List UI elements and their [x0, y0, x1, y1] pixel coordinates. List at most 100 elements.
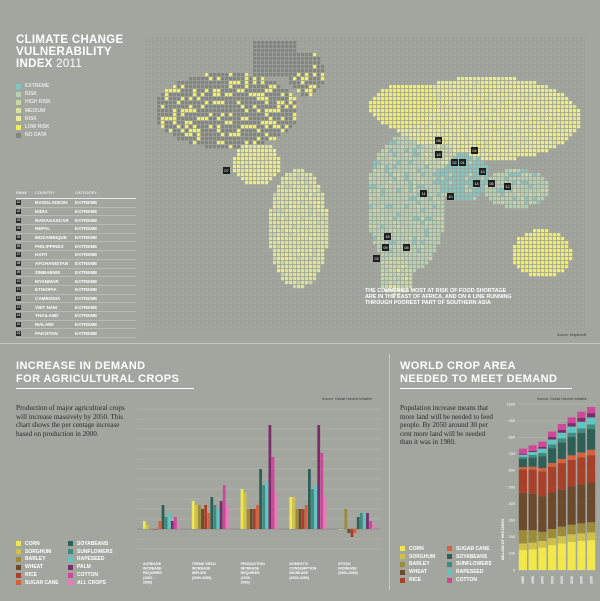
rank-category: EXTREME [75, 304, 98, 310]
crop-label: RICE [25, 572, 37, 579]
demand-legend: CORN SORGHUM BARLEY WHEAT RICE SUGAR CANE SOY… [16, 540, 126, 587]
crop-swatch [68, 564, 73, 570]
crop-swatch [447, 546, 452, 552]
column-divider [389, 354, 390, 590]
demand-bar [268, 425, 272, 529]
risk-legend-item: RISK [16, 115, 51, 123]
crop-label: BARLEY [25, 556, 46, 563]
area-x-label: 2030 [570, 576, 574, 584]
demand-body: Production of major agricultural crops w… [16, 404, 125, 438]
map-marker: 07 [223, 167, 230, 174]
demand-bar [344, 509, 348, 529]
area-y-tick: 0 [513, 568, 515, 572]
area-bar-segment [538, 547, 547, 570]
area-bar-segment [577, 540, 586, 570]
demand-category-label: TREND YIELD INCREASE IMPLIED (2000-2050) [192, 562, 216, 580]
rank-category: EXTREME [75, 321, 98, 327]
area-bar-segment [518, 543, 527, 551]
map-marker-label: 15 [385, 235, 389, 239]
risk-swatch [16, 99, 21, 105]
demand-category-label: ACREAGE INCREASE REQUIRED (2000 -2050) [143, 562, 162, 584]
rank-country: MYANMAR [35, 278, 59, 284]
rank-number: 13 [16, 304, 21, 310]
demand-bar [317, 425, 321, 529]
map-marker-label: 13 [480, 170, 484, 174]
area-bar-segment [567, 455, 576, 460]
area-y-tick: 900 [509, 419, 515, 423]
crop-swatch [447, 561, 452, 567]
area-x-label: 2000 [541, 576, 545, 584]
crop-legend-item: SORGHUM [400, 553, 447, 561]
demand-bar [161, 505, 165, 529]
area-bar-segment [528, 469, 537, 494]
rank-category: EXTREME [75, 330, 98, 336]
area-bar-segment [518, 458, 527, 468]
crop-label: CORN [409, 545, 424, 552]
area-bar-segment [567, 534, 576, 542]
crop-label: RICE [409, 577, 421, 584]
demand-title: INCREASE IN DEMAND FOR AGRICULTURAL CROP… [16, 360, 194, 389]
map-marker: 08 [435, 137, 442, 144]
demand-bar [210, 497, 214, 529]
demand-legend-col2: SOYABEANS SUNFLOWERS RAPESEED PALM COTTON ALL… [68, 540, 113, 587]
rank-row: 14 THAILAND EXTREME [16, 312, 136, 321]
area-bar-segment [567, 417, 576, 424]
demand-bar [191, 501, 195, 529]
rank-number: 14 [16, 313, 21, 319]
map-marker-label: 06 [489, 182, 493, 186]
demand-bar [174, 517, 177, 529]
map-marker: 03 [373, 255, 380, 262]
area-bar-segment [557, 536, 566, 544]
rank-category: EXTREME [75, 313, 98, 319]
demand-bar [363, 513, 366, 529]
crop-label: BARLEY [409, 561, 430, 568]
area-bar-segment [587, 429, 596, 450]
area-bar-segment [587, 540, 596, 570]
crop-legend-item: SOYABEANS [68, 540, 113, 548]
area-bar-segment [528, 450, 537, 452]
rank-country: NEPAL [35, 226, 51, 232]
crop-label: WHEAT [409, 569, 427, 576]
demand-bar [301, 509, 305, 529]
area-x-label: 1990 [531, 576, 535, 584]
area-bar-segment [548, 492, 557, 529]
demand-bar [219, 501, 223, 529]
map-marker-label: 01 [460, 161, 464, 165]
area-bar-segment [528, 457, 537, 467]
area-bar-segment [538, 448, 547, 453]
rank-number: 10 [16, 278, 21, 284]
crop-swatch [68, 580, 73, 586]
risk-legend-item: EXTREME [16, 82, 51, 90]
area-x-label: 2010 [550, 576, 554, 584]
rank-country: ETHIOPIA [35, 287, 57, 293]
map-marker-label: 07 [224, 169, 228, 173]
demand-bar [341, 529, 345, 530]
map-marker-label: 14 [474, 182, 478, 186]
area-y-tick: 700 [509, 452, 515, 456]
demand-bar [222, 485, 226, 529]
crop-legend-item: SORGHUM [16, 548, 68, 556]
crop-legend-item: CORN [400, 545, 447, 553]
area-bar-segment [518, 530, 527, 544]
risk-label: RISK [25, 91, 37, 98]
demand-bar [167, 513, 171, 529]
area-bar-segment [538, 441, 547, 447]
crop-swatch [68, 572, 73, 578]
rank-number: 07 [16, 252, 21, 258]
demand-legend-col1: CORN SORGHUM BARLEY WHEAT RICE SUGAR CANE [16, 540, 68, 587]
demand-category-label: PRODUCTION INCREASE REQUIRED (2000 -2050) [241, 562, 266, 584]
area-bar-segment [528, 542, 537, 550]
crop-label: SOYABEANS [77, 540, 109, 547]
area-title: WORLD CROP AREA NEEDED TO MEET DEMAND [400, 360, 572, 389]
area-y-tick: 800 [509, 436, 515, 440]
crop-swatch [447, 569, 452, 575]
area-bar-segment [548, 439, 557, 445]
crop-swatch [16, 549, 21, 555]
rank-number: 11 [16, 287, 21, 293]
map-marker-label: 09 [383, 246, 387, 250]
area-bar-segment [538, 471, 547, 497]
area-bar-segment [557, 432, 566, 439]
rank-number: 06 [16, 243, 21, 249]
area-bar-segment [518, 448, 527, 454]
map-note: THE COUNTRIES MOST AT RISK OF FOOD SHORT… [365, 288, 512, 307]
